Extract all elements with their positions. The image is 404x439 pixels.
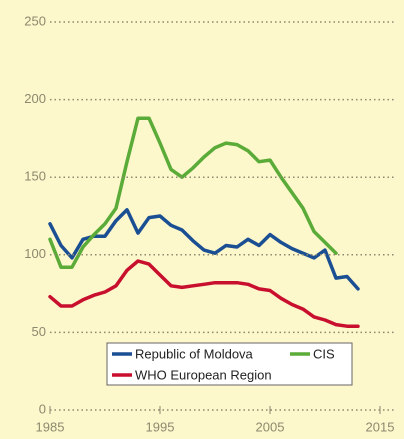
legend-label: WHO European Region <box>135 367 272 382</box>
y-tick-label: 100 <box>24 246 46 261</box>
x-tick-label: 2015 <box>366 419 395 434</box>
y-tick-label: 150 <box>24 169 46 184</box>
y-tick-label: 200 <box>24 91 46 106</box>
y-tick-label: 0 <box>39 401 46 416</box>
legend-box <box>106 342 353 386</box>
y-tick-label: 50 <box>32 324 46 339</box>
x-tick-label: 2005 <box>256 419 285 434</box>
series-line <box>48 116 338 269</box>
x-tick-label: 1995 <box>146 419 175 434</box>
x-tick-label: 1985 <box>36 419 65 434</box>
legend-label: CIS <box>313 346 335 361</box>
legend-label: Republic of Moldova <box>135 346 254 361</box>
series-line <box>48 208 360 291</box>
y-tick-label: 250 <box>24 13 46 28</box>
legend: Republic of Moldova CIS WHO European Regio… <box>106 342 353 386</box>
series-line <box>48 259 360 328</box>
